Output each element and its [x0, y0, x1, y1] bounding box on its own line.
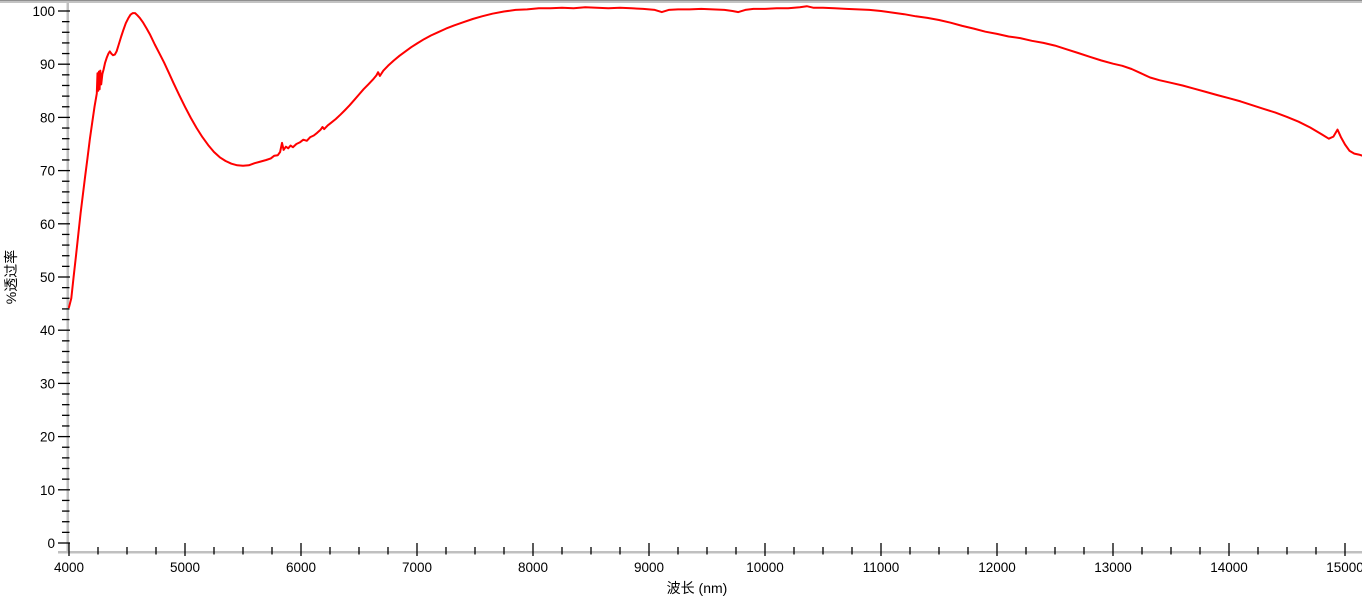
x-tick-label: 15000 — [1326, 560, 1362, 575]
y-tick-label: 60 — [40, 217, 55, 232]
x-tick-label: 11000 — [863, 560, 900, 575]
y-tick-label: 10 — [40, 483, 55, 498]
y-tick-label: 0 — [47, 536, 55, 551]
axis-ticks — [58, 10, 1346, 556]
x-tick-label: 7000 — [402, 560, 432, 575]
x-tick-label: 13000 — [1094, 560, 1132, 575]
y-tick-label: 90 — [40, 57, 55, 72]
x-axis-title: 波长 (nm) — [667, 580, 728, 596]
y-tick-label: 80 — [40, 110, 55, 125]
x-tick-label: 14000 — [1210, 560, 1248, 575]
x-tick-label: 12000 — [978, 560, 1016, 575]
x-tick-label: 5000 — [170, 560, 200, 575]
x-tick-label: 4000 — [54, 560, 84, 575]
y-tick-label: 50 — [40, 270, 55, 285]
y-tick-label: 40 — [40, 323, 55, 338]
window-top-border — [0, 0, 1362, 3]
x-axis — [58, 551, 1362, 554]
x-tick-label: 6000 — [286, 560, 316, 575]
x-tick-label: 10000 — [746, 560, 784, 575]
y-tick-label: 70 — [40, 164, 55, 179]
y-tick-label: 100 — [32, 4, 55, 19]
transmittance-curve — [68, 5, 1362, 309]
y-tick-label: 20 — [40, 430, 55, 445]
curve-layer — [68, 5, 1362, 309]
y-tick-label: 30 — [40, 376, 55, 391]
window-top-border-edge — [0, 0, 1362, 1]
x-tick-label: 8000 — [518, 560, 548, 575]
y-axis-title: %透过率 — [3, 250, 19, 304]
axis-tick-labels: 0 10 20 30 40 50 60 70 80 90 100 4000 5000 6000 7000 80… — [32, 4, 1362, 575]
x-tick-label: 9000 — [634, 560, 664, 575]
